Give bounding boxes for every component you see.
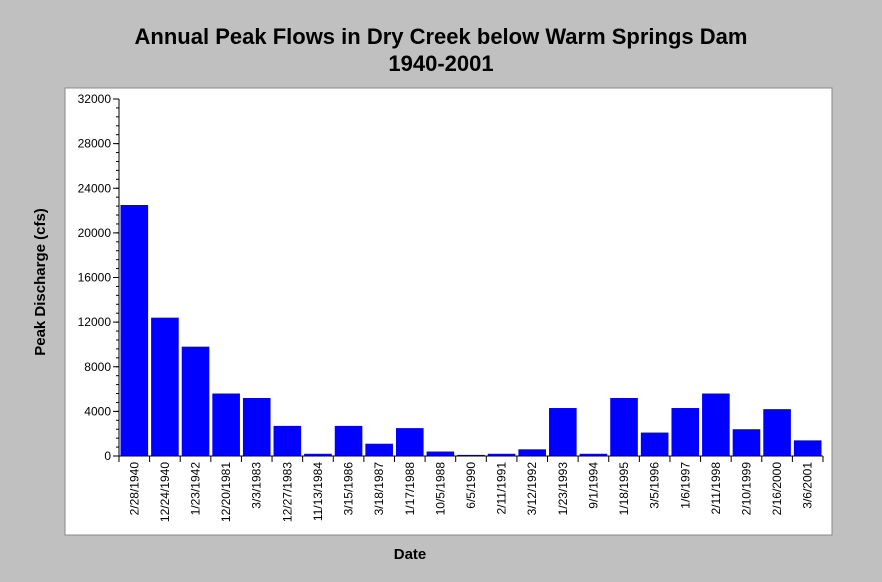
x-tick-label: 12/20/1981 (219, 462, 233, 522)
x-tick-label: 3/3/1983 (250, 462, 264, 509)
bar (304, 453, 332, 456)
bar (457, 454, 485, 456)
x-tick-label: 2/10/1999 (739, 462, 753, 516)
bar (610, 397, 638, 456)
y-axis-title: Peak Discharge (cfs) (32, 208, 49, 356)
x-tick-label: 1/23/1993 (556, 462, 570, 516)
x-tick-label: 1/6/1997 (678, 462, 692, 509)
x-tick-label: 2/11/1998 (709, 462, 723, 515)
bar (151, 317, 179, 456)
x-axis-title: Date (394, 546, 427, 563)
x-tick-label: 11/13/1984 (311, 462, 325, 521)
bar (181, 346, 210, 456)
x-tick-label: 3/5/1996 (648, 462, 662, 509)
bar (212, 393, 240, 456)
x-tick-label: 2/11/1991 (495, 462, 509, 515)
y-tick-label: 32000 (78, 92, 112, 106)
y-tick-label: 24000 (78, 181, 112, 195)
y-axis: 0 4000 8000 12000 16000 20000 24000 28000 32000 (78, 92, 120, 463)
x-tick-label: 12/27/1983 (280, 462, 294, 522)
bar (273, 425, 302, 456)
x-tick-label: 2/16/2000 (770, 462, 784, 516)
x-tick-label: 3/12/1992 (525, 462, 539, 516)
bar (395, 428, 424, 456)
bar (518, 449, 547, 456)
bars (120, 204, 822, 456)
y-tick-label: 20000 (78, 226, 112, 240)
x-axis: 2/28/1940 12/24/1940 1/23/1942 12/20/1981 3/… (118, 455, 824, 522)
chart-title: Annual Peak Flows in Dry Creek below War… (135, 24, 748, 49)
x-tick-label: 1/17/1988 (403, 462, 417, 516)
y-tick-label: 28000 (78, 137, 112, 151)
bar (640, 432, 669, 456)
x-tick-label: 3/6/2001 (801, 462, 815, 509)
plot-area (64, 87, 833, 536)
y-tick-label: 0 (104, 449, 111, 463)
bar (579, 453, 608, 456)
bar (426, 451, 455, 456)
y-tick-label: 8000 (84, 360, 111, 374)
bar (242, 397, 271, 456)
bar (702, 393, 730, 456)
x-tick-label: 1/18/1995 (617, 462, 631, 516)
bar (671, 408, 700, 456)
x-tick-label: 3/15/1986 (342, 462, 356, 516)
x-tick-label: 2/28/1940 (127, 462, 141, 516)
bar (120, 204, 149, 456)
x-tick-label: 9/1/1994 (586, 462, 600, 509)
chart-subtitle: 1940-2001 (388, 51, 493, 76)
bar (732, 429, 761, 456)
x-tick-label: 1/23/1942 (189, 462, 203, 516)
x-tick-label: 6/5/1990 (464, 462, 478, 509)
x-tick-label: 3/18/1987 (372, 462, 386, 516)
x-tick-label: 10/5/1988 (433, 462, 447, 516)
bar (365, 443, 393, 456)
y-tick-label: 16000 (78, 271, 112, 285)
x-tick-label: 12/24/1940 (158, 462, 172, 522)
bar (549, 408, 577, 456)
bar (793, 440, 822, 456)
bar (487, 453, 516, 456)
y-tick-label: 12000 (78, 315, 112, 329)
bar (334, 425, 363, 456)
bar (763, 409, 791, 456)
y-tick-label: 4000 (84, 404, 111, 418)
